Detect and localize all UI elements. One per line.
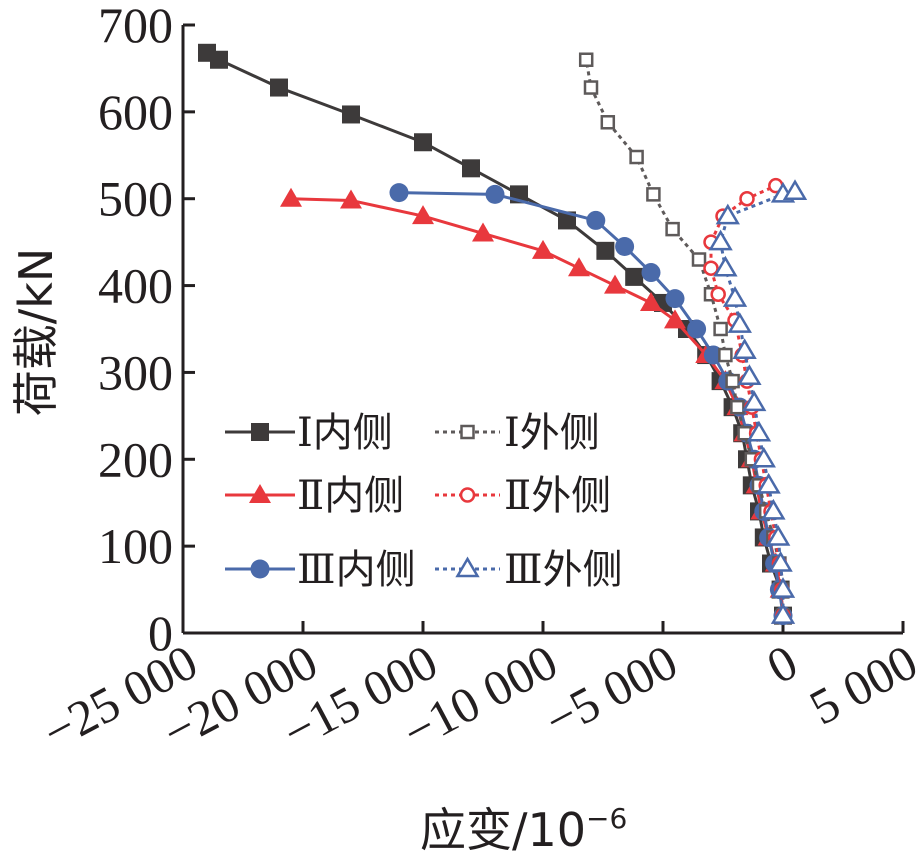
series-3-point-13 [640, 291, 662, 311]
series-3-point-16 [532, 239, 554, 259]
y-tick-label-500: 500 [98, 171, 173, 227]
legend-background [215, 392, 655, 602]
series-6-point-12 [727, 312, 752, 333]
series-6-point-16 [715, 203, 740, 225]
series-6-point-8 [746, 420, 772, 442]
legend-item-3: Ⅱ内侧 [225, 473, 404, 519]
series-2-point-19 [583, 80, 599, 95]
legend-marker-2 [460, 424, 475, 440]
series-6 [708, 179, 808, 624]
series-1-point-15 [596, 241, 615, 260]
series-1-point-21 [270, 78, 288, 97]
series-6-point-9 [742, 390, 767, 412]
series-6-point-15 [708, 229, 733, 251]
series-5-point-16 [586, 210, 606, 230]
series-6-point-11 [732, 338, 757, 359]
series-5-point-17 [485, 184, 505, 204]
series-1-point-18 [462, 159, 480, 178]
series-2-point-8 [737, 425, 752, 441]
series-6-point-3 [768, 551, 793, 572]
series-3-point-18 [412, 205, 434, 225]
legend-marker-4 [459, 487, 476, 503]
series-6-point-7 [751, 446, 776, 468]
series-6-point-2 [770, 577, 796, 598]
y-tick-label-700: 700 [98, 0, 173, 53]
y-tick-label-100: 100 [98, 518, 173, 574]
series-4-point-17 [739, 190, 755, 207]
series-6-point-14 [713, 255, 738, 277]
legend-item-4: Ⅱ外侧 [435, 473, 611, 519]
series-5-point-15 [615, 236, 635, 256]
series-3-point-14 [604, 274, 626, 294]
series-3-point-12 [664, 309, 686, 329]
legend-label-3: Ⅱ内侧 [297, 473, 404, 519]
series-2-point-9 [730, 399, 745, 415]
series-3-point-15 [568, 257, 590, 277]
series-6-point-4 [766, 524, 791, 546]
series-2-point-20 [578, 52, 594, 67]
legend-item-2: Ⅰ外侧 [435, 410, 600, 456]
series-3-point-20 [280, 187, 302, 207]
series-2-point-17 [629, 149, 644, 165]
legend-item-6: Ⅲ外侧 [435, 547, 623, 593]
series-1-point-16 [558, 211, 576, 230]
series-2-point-16 [646, 187, 661, 202]
x-tick-label-0: 0 [758, 633, 806, 694]
series-6-point-1 [770, 603, 796, 624]
series-5-point-12 [687, 319, 707, 339]
series-4-point-14 [703, 260, 719, 276]
plot-area [198, 43, 808, 626]
series-5-point-18 [389, 183, 409, 203]
legend-marker-3 [249, 484, 271, 503]
series-6-point-18 [782, 179, 808, 201]
series-2-point-11 [718, 347, 733, 363]
legend-marker-5 [250, 559, 270, 579]
legend-label-6: Ⅲ外侧 [504, 547, 623, 593]
y-tick-label-300: 300 [98, 344, 173, 400]
series-1-point-23 [198, 43, 216, 62]
legend-label-4: Ⅱ外侧 [504, 473, 611, 519]
series-2-point-10 [725, 373, 740, 389]
series-1-point-20 [342, 105, 360, 124]
series-4-point-13 [710, 286, 726, 303]
series-2-point-15 [665, 221, 680, 237]
series-2-point-12 [713, 321, 728, 337]
series-6-point-13 [722, 286, 748, 307]
y-axis-title: 荷载/kN [9, 248, 63, 417]
series-3-point-19 [340, 189, 362, 209]
y-tick-label-0: 0 [148, 605, 173, 661]
series-5-point-14 [641, 263, 661, 283]
y-tick-label-400: 400 [98, 258, 173, 314]
legend: Ⅰ内侧 Ⅰ外侧 Ⅱ内侧 Ⅱ外侧 Ⅲ内侧 Ⅲ外侧 [215, 392, 655, 602]
x-tick-label--5000: −5 000 [536, 633, 687, 749]
x-axis-title: 应变/10−6 [420, 802, 627, 856]
series-2-point-14 [691, 252, 707, 267]
series-6-point-6 [756, 472, 781, 494]
series-6-point-5 [761, 498, 786, 520]
legend-label-5: Ⅲ内侧 [297, 547, 416, 593]
legend-marker-1 [251, 423, 269, 441]
series-1-point-19 [414, 133, 432, 152]
legend-label-1: Ⅰ内侧 [297, 410, 393, 456]
series-5-point-13 [665, 289, 685, 309]
legend-item-5: Ⅲ内侧 [225, 547, 416, 593]
legend-label-2: Ⅰ外侧 [504, 410, 600, 456]
x-axis-title-exponent: −6 [586, 802, 627, 835]
series-3-point-17 [472, 222, 494, 242]
legend-item-1: Ⅰ内侧 [225, 410, 393, 456]
series-2-point-18 [600, 115, 616, 130]
series-6-point-10 [737, 364, 762, 386]
x-axis-title-text: 应变/10 [420, 803, 586, 856]
legend-marker-6 [455, 556, 480, 578]
y-tick-label-200: 200 [98, 431, 173, 487]
y-tick-label-600: 600 [98, 84, 173, 140]
x-tick-label-5000: 5 000 [801, 633, 922, 735]
series-1-point-14 [625, 267, 644, 286]
